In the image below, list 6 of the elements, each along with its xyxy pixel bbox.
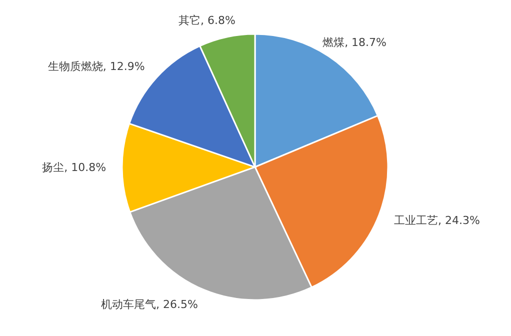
slice-label: 扬尘, 10.8% [42, 160, 106, 175]
slice-label: 其它, 6.8% [178, 14, 236, 28]
slice-label: 生物质燃烧, 12.9% [48, 60, 145, 74]
slice-label: 燃煤, 18.7% [322, 36, 386, 50]
slice-label: 工业工艺, 24.3% [394, 214, 480, 228]
slice-label: 机动车尾气, 26.5% [101, 298, 198, 312]
